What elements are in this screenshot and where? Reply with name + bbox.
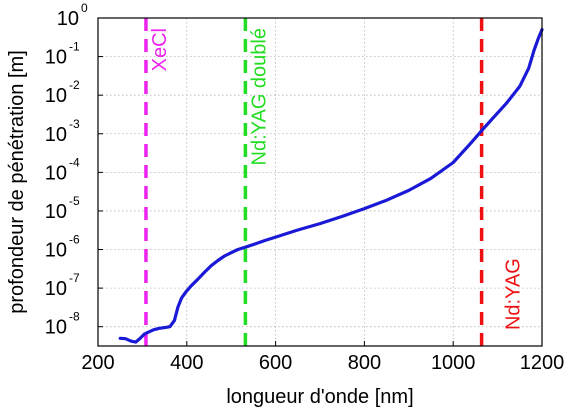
y-tick-exponent: -2 bbox=[69, 78, 80, 92]
y-tick-exponent: -1 bbox=[69, 40, 80, 54]
x-tick-label: 600 bbox=[259, 352, 292, 374]
y-tick-exponent: -8 bbox=[69, 310, 80, 324]
y-tick-exponent: -4 bbox=[69, 155, 80, 169]
y-tick-exponent: 0 bbox=[81, 1, 88, 15]
y-axis-title: profondeur de pénétration [m] bbox=[6, 50, 28, 314]
marker-label: Nd:YAG doublé bbox=[248, 28, 270, 166]
x-tick-label: 400 bbox=[170, 352, 203, 374]
y-tick-base: 10 bbox=[45, 162, 67, 184]
wavelength-markers: XeCl Nd:YAG doublé Nd:YAG bbox=[144, 18, 525, 346]
plot-frame bbox=[97, 17, 543, 347]
marker-label: XeCl bbox=[149, 28, 171, 71]
y-tick-base: 10 bbox=[45, 317, 67, 339]
y-tick-exponent: -3 bbox=[69, 117, 80, 131]
marker-label: Nd:YAG bbox=[503, 258, 525, 330]
y-tick-base: 10 bbox=[45, 47, 67, 69]
y-tick-exponent: -6 bbox=[69, 233, 80, 247]
y-tick-exponent: -7 bbox=[69, 271, 80, 285]
y-tick-base: 10 bbox=[45, 201, 67, 223]
series-layer bbox=[118, 28, 544, 344]
x-tick-label: 1000 bbox=[431, 352, 476, 374]
x-tick-label: 800 bbox=[348, 352, 381, 374]
x-axis-title: longueur d'onde [nm] bbox=[226, 386, 413, 408]
x-axis-ticks: 200 400 600 800 1000 1200 bbox=[81, 341, 564, 374]
y-tick-base: 10 bbox=[45, 85, 67, 107]
x-tick-label: 1200 bbox=[520, 352, 565, 374]
y-tick-base: 10 bbox=[45, 124, 67, 146]
x-tick-label: 200 bbox=[81, 352, 114, 374]
series-line bbox=[118, 28, 544, 344]
y-tick-base: 10 bbox=[45, 278, 67, 300]
y-tick-base: 10 bbox=[57, 8, 79, 30]
y-tick-base: 10 bbox=[45, 240, 67, 262]
y-tick-exponent: -5 bbox=[69, 194, 80, 208]
y-axis-ticks: 010-110-210-310-410-510-610-710-810 bbox=[45, 1, 103, 339]
